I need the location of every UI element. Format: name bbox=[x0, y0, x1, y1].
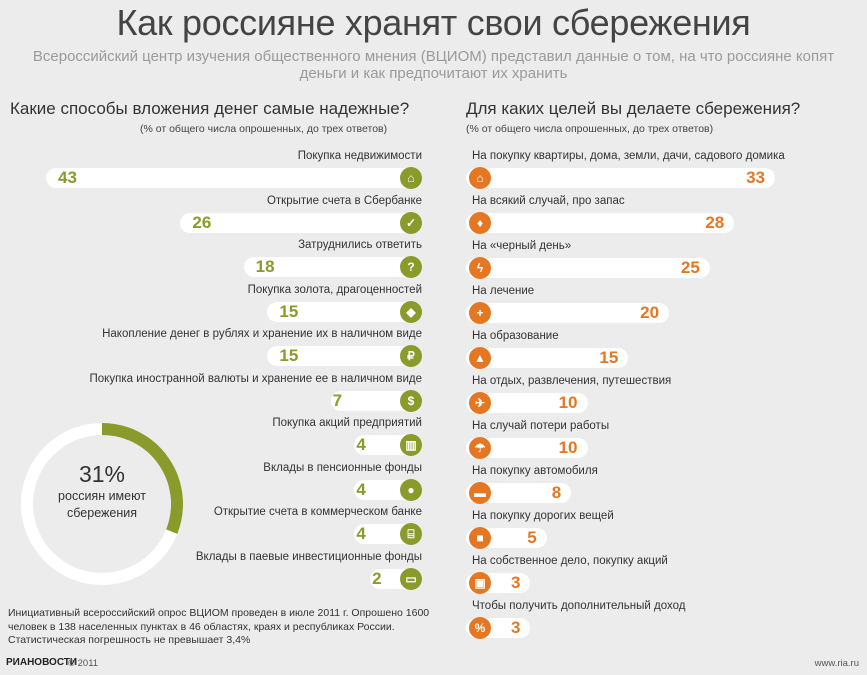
left-bar-value: 15 bbox=[279, 346, 299, 365]
right-bar-value: 25 bbox=[680, 258, 700, 277]
percent-icon: % bbox=[469, 617, 491, 639]
left-bar-value: 7 bbox=[332, 390, 343, 410]
ria-novosti-logo: РИАНОВОСТИ bbox=[6, 657, 78, 668]
right-bar bbox=[466, 438, 588, 458]
airplane-icon: ✈ bbox=[469, 392, 491, 414]
right-bar bbox=[466, 348, 629, 368]
right-bar bbox=[466, 483, 572, 503]
savings-donut-chart bbox=[21, 423, 183, 585]
car-icon: ▬ bbox=[469, 482, 491, 504]
copyright: © 2011 bbox=[68, 658, 99, 669]
right-bar-value: 10 bbox=[558, 393, 578, 412]
wallet-icon: ▭ bbox=[400, 567, 422, 590]
right-bar bbox=[466, 303, 670, 323]
house-icon: ⌂ bbox=[400, 167, 422, 189]
graduation-cap-icon: ▲ bbox=[469, 347, 491, 369]
left-bar bbox=[267, 301, 422, 322]
left-bar bbox=[180, 212, 422, 233]
right-bar-value: 5 bbox=[527, 528, 537, 547]
left-row-label: Покупка акций предприятий bbox=[272, 417, 422, 429]
right-bar bbox=[466, 213, 735, 233]
right-row-label: На покупку квартиры, дома, земли, дачи, … bbox=[472, 150, 785, 162]
right-row-label: На «черный день» bbox=[472, 240, 572, 252]
medical-cross-icon: + bbox=[469, 302, 491, 324]
left-row-label: Накопление денег в рублях и хранение их … bbox=[102, 328, 422, 340]
right-chart-title: Для каких целей вы делаете сбережения? bbox=[466, 99, 801, 118]
left-bar-value: 4 bbox=[356, 435, 366, 454]
right-row-label: На покупку автомобиля bbox=[472, 465, 598, 477]
right-chart-note: (% от общего числа опрошенных, до трех о… bbox=[466, 123, 714, 135]
survey-footnote: Инициативный всероссийский опрос ВЦИОМ п… bbox=[8, 607, 430, 646]
dollar-icon: $ bbox=[400, 389, 422, 412]
left-bar-value: 43 bbox=[58, 168, 77, 187]
left-bar-value: 18 bbox=[255, 257, 275, 276]
right-row-label: На всякий случай, про запас bbox=[472, 195, 625, 207]
house-icon: ⌂ bbox=[469, 167, 491, 189]
left-bar-value: 4 bbox=[356, 524, 366, 543]
right-row-label: На собственное дело, покупку акций bbox=[472, 555, 668, 567]
right-bar-value: 8 bbox=[551, 483, 562, 502]
right-row-label: На покупку дорогих вещей bbox=[472, 510, 614, 522]
left-row-label: Вклады в паевые инвестиционные фонды bbox=[195, 550, 422, 563]
right-row-label: На образование bbox=[472, 330, 559, 342]
left-bar bbox=[243, 257, 422, 277]
left-row-label: Открытие счета в коммерческом банке bbox=[213, 506, 422, 518]
left-row-label: Покупка недвижимости bbox=[297, 150, 422, 162]
donut-caption: россиян имеют сбережения bbox=[58, 489, 146, 520]
infographic-subtitle: Всероссийский центр изучения общественно… bbox=[32, 48, 835, 82]
left-row-label: Открытие счета в Сбербанке bbox=[266, 194, 422, 207]
donut-percent: 31% bbox=[78, 461, 126, 487]
briefcase-icon: ▣ bbox=[469, 572, 491, 594]
question-icon: ? bbox=[400, 256, 422, 278]
left-bar bbox=[46, 168, 422, 188]
bank-icon: ⌸ bbox=[400, 523, 422, 545]
left-bar bbox=[267, 346, 422, 366]
factory-icon: ▥ bbox=[400, 434, 422, 456]
right-row-label: На случай потери работы bbox=[472, 420, 610, 432]
sberbank-icon: ✓ bbox=[400, 211, 422, 234]
left-bar-value: 2 bbox=[372, 568, 382, 588]
right-bar-value: 28 bbox=[705, 213, 725, 232]
site-link[interactable]: www.ria.ru bbox=[814, 658, 859, 669]
left-chart-title: Какие способы вложения денег самые надеж… bbox=[10, 99, 410, 118]
left-bar bbox=[330, 390, 422, 411]
money-bag-icon: ♦ bbox=[469, 212, 491, 234]
gift-icon: ■ bbox=[469, 527, 491, 549]
right-bar-value: 20 bbox=[640, 303, 660, 322]
left-row-label: Покупка иностранной валюты и хранение ее… bbox=[89, 372, 422, 385]
right-row-label: На отдых, развлечения, путешествия bbox=[472, 375, 672, 387]
left-row-label: Затруднились ответить bbox=[298, 239, 422, 251]
left-bar-value: 26 bbox=[192, 212, 212, 232]
right-bar bbox=[466, 168, 775, 188]
left-row-label: Вклады в пенсионные фонды bbox=[263, 461, 422, 474]
donut-arc-savings bbox=[101, 423, 183, 534]
gold-icon: ◆ bbox=[400, 300, 422, 323]
right-row-label: Чтобы получить дополнительный доход bbox=[472, 600, 686, 612]
left-chart-note: (% от общего числа опрошенных, до трех о… bbox=[140, 123, 388, 135]
right-bar bbox=[466, 393, 588, 413]
right-bar-value: 33 bbox=[746, 168, 765, 187]
infographic-title: Как россияне хранят свои сбережения bbox=[116, 2, 751, 43]
left-bar-value: 4 bbox=[356, 479, 366, 499]
umbrella-icon: ☂ bbox=[469, 437, 491, 459]
right-bar-value: 15 bbox=[599, 348, 619, 367]
right-bar-value: 3 bbox=[511, 573, 521, 592]
piggy-bank-icon: ● bbox=[400, 478, 422, 501]
right-bar-value: 3 bbox=[511, 618, 521, 637]
lightning-icon: ϟ bbox=[469, 257, 491, 279]
right-row-label: На лечение bbox=[472, 285, 535, 297]
right-bar bbox=[466, 258, 710, 278]
ruble-icon: ₽ bbox=[400, 345, 422, 367]
right-bar-value: 10 bbox=[558, 438, 578, 457]
left-row-label: Покупка золота, драгоценностей bbox=[247, 283, 422, 296]
left-bar-value: 15 bbox=[279, 301, 299, 321]
